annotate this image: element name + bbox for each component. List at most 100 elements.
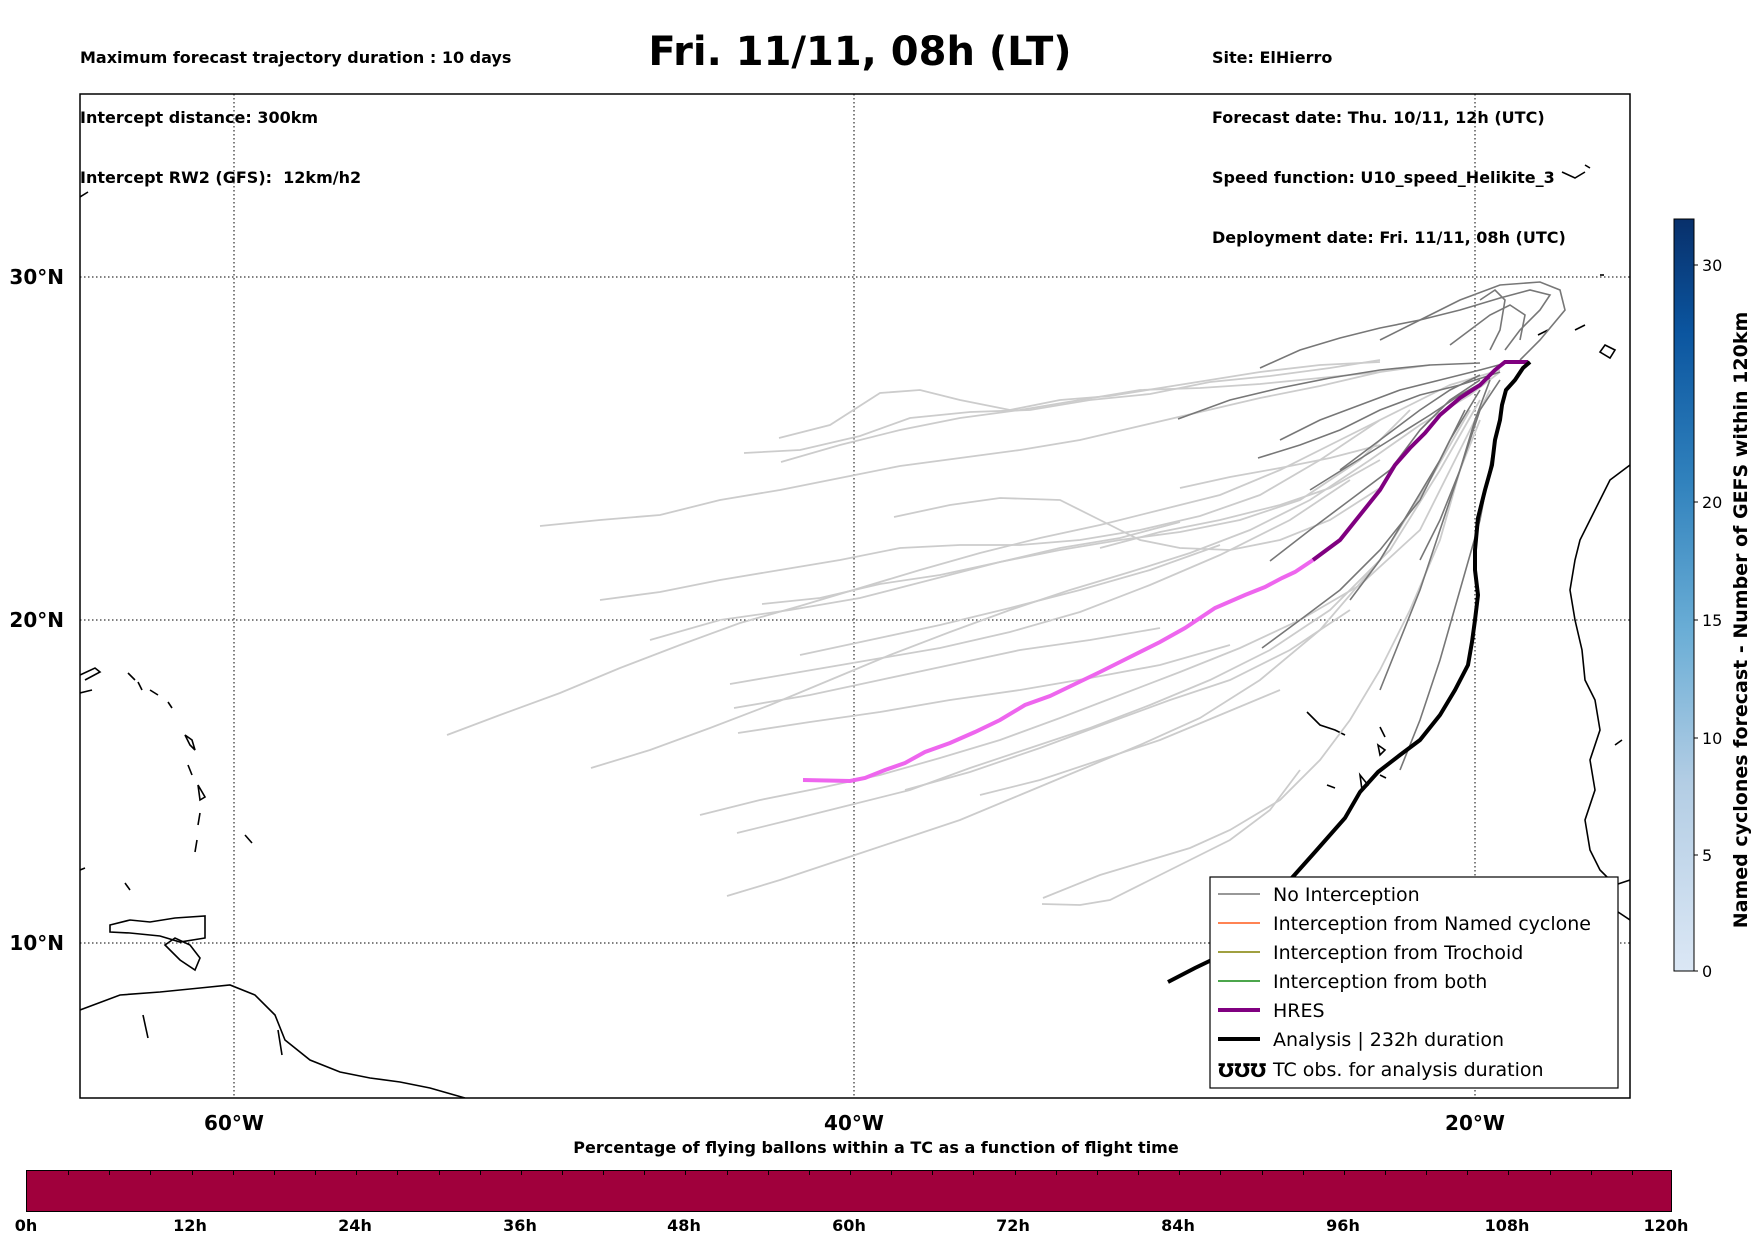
trajectory-line xyxy=(726,409,1471,897)
param-line: Maximum forecast trajectory duration : 1… xyxy=(80,48,512,67)
bar-minor-tick xyxy=(850,1171,851,1175)
legend-label: Interception from both xyxy=(1273,971,1487,993)
lat-label-10n: 10°N xyxy=(9,931,64,955)
colorbar-label: Named cyclones forecast - Number of GEFS… xyxy=(1730,312,1752,929)
bar-minor-tick xyxy=(1384,1171,1386,1175)
lon-label-20w: 20°W xyxy=(1445,1111,1505,1135)
bar-minor-tick xyxy=(1508,1171,1510,1175)
trajectory-line xyxy=(1349,409,1466,601)
trajectory-line xyxy=(590,371,1501,769)
trajectory-line xyxy=(699,389,1491,816)
bar-minor-tick xyxy=(891,1171,893,1175)
bar-minor-tick xyxy=(1590,1171,1592,1175)
time-tick: 72h xyxy=(996,1216,1030,1235)
colorbar-tick: 20 xyxy=(1702,493,1722,512)
trajectory-line xyxy=(649,521,1181,641)
bar-minor-tick xyxy=(1138,1171,1140,1175)
trajectory-line xyxy=(737,644,1231,734)
trajectory-line xyxy=(1379,281,1566,361)
bar-minor-tick xyxy=(191,1171,193,1175)
trajectory-line xyxy=(446,369,1501,736)
colorbar-tick: 0 xyxy=(1702,962,1712,981)
bar-minor-tick xyxy=(479,1171,481,1175)
legend-label: Analysis | 232h duration xyxy=(1273,1029,1504,1051)
trajectory-line xyxy=(1099,459,1381,549)
time-tick: 60h xyxy=(832,1216,866,1235)
bar-minor-tick xyxy=(603,1171,605,1175)
bar-minor-tick xyxy=(1179,1171,1181,1175)
trajectory-line xyxy=(1479,288,1506,351)
site-info: Site: ElHierro Forecast date: Thu. 10/11… xyxy=(1212,8,1566,268)
percentage-bar-title: Percentage of flying ballons within a TC… xyxy=(573,1138,1179,1157)
colorbar-tick: 10 xyxy=(1702,729,1722,748)
bar-minor-tick xyxy=(232,1171,234,1175)
trajectory-line xyxy=(599,419,1381,601)
bar-minor-tick xyxy=(1302,1171,1304,1175)
site-line: Forecast date: Thu. 10/11, 12h (UTC) xyxy=(1212,108,1545,127)
bar-minor-tick xyxy=(1261,1171,1263,1175)
legend-label: TC obs. for analysis duration xyxy=(1272,1059,1544,1081)
time-tick: 96h xyxy=(1326,1216,1360,1235)
colorbar-tick: 30 xyxy=(1702,256,1722,275)
bar-minor-tick xyxy=(1343,1171,1345,1175)
forecast-parameters: Maximum forecast trajectory duration : 1… xyxy=(80,8,511,208)
bar-minor-tick xyxy=(68,1171,70,1175)
site-line: Speed function: U10_speed_Helikite_3 xyxy=(1212,168,1555,187)
param-line: Intercept distance: 300km xyxy=(80,108,319,127)
legend-label: HRES xyxy=(1273,1000,1325,1022)
bar-minor-tick xyxy=(438,1171,440,1175)
time-tick: 24h xyxy=(338,1216,372,1235)
trajectory-line xyxy=(1379,379,1501,691)
bar-minor-tick xyxy=(1096,1171,1098,1175)
bar-minor-tick xyxy=(315,1171,317,1175)
trajectory-line xyxy=(1339,374,1481,471)
colorbar-tick: 5 xyxy=(1702,846,1712,865)
legend-box xyxy=(1209,876,1619,1089)
trajectory-line xyxy=(1279,361,1511,441)
trajectory-line xyxy=(1177,362,1481,420)
trajectory-line xyxy=(1261,389,1481,649)
lat-label-20n: 20°N xyxy=(9,608,64,632)
trajectory-line xyxy=(1309,377,1491,491)
trajectory-line xyxy=(729,479,1351,685)
bar-minor-tick xyxy=(1467,1171,1469,1175)
hres-trajectory-late xyxy=(1311,360,1528,562)
trajectory-line xyxy=(539,371,1381,527)
trajectory-line xyxy=(904,609,1351,791)
trajectory-line xyxy=(778,361,1381,439)
trajectory-line xyxy=(799,544,1221,656)
time-tick: 48h xyxy=(667,1216,701,1235)
percentage-bar xyxy=(26,1170,1672,1212)
trajectory-line xyxy=(1419,379,1491,561)
trajectory-line xyxy=(733,627,1161,709)
bar-minor-tick xyxy=(973,1171,975,1175)
time-tick: 108h xyxy=(1484,1216,1530,1235)
coastlines xyxy=(80,164,1630,1098)
lat-label-30n: 30°N xyxy=(9,265,64,289)
bar-minor-tick xyxy=(109,1171,111,1175)
bar-minor-tick xyxy=(561,1171,563,1175)
time-tick: 120h xyxy=(1643,1216,1689,1235)
bar-minor-tick xyxy=(808,1171,810,1175)
trajectory-line xyxy=(1179,444,1381,489)
hres-trajectory-early xyxy=(802,558,1315,784)
colorbar-tick: 15 xyxy=(1702,611,1722,630)
trajectory-line xyxy=(743,359,1381,454)
bar-minor-tick xyxy=(767,1171,769,1175)
bar-minor-tick xyxy=(1631,1171,1633,1175)
bar-minor-tick xyxy=(520,1171,522,1175)
trajectory-line xyxy=(780,364,1431,463)
legend-label: Interception from Trochoid xyxy=(1273,942,1523,964)
time-tick: 84h xyxy=(1161,1216,1195,1235)
bar-minor-tick xyxy=(932,1171,934,1175)
time-tick: 0h xyxy=(14,1216,38,1235)
trajectory-line xyxy=(893,487,1381,551)
ensemble-trajectories-light xyxy=(446,359,1501,906)
bar-minor-tick xyxy=(150,1171,152,1175)
trajectory-line xyxy=(1449,304,1526,346)
time-tick: 36h xyxy=(503,1216,537,1235)
site-line: Deployment date: Fri. 11/11, 08h (UTC) xyxy=(1212,228,1566,247)
trajectory-line xyxy=(761,409,1411,605)
lon-label-40w: 40°W xyxy=(824,1111,884,1135)
